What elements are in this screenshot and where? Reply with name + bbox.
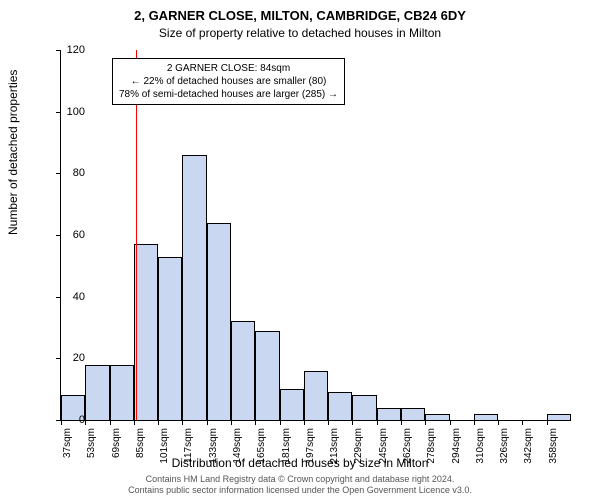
xtick-label: 358sqm [548, 428, 559, 468]
annotation-line-1: 2 GARNER CLOSE: 84sqm [119, 62, 338, 75]
xtick-mark [280, 420, 281, 425]
histogram-bar [474, 414, 498, 420]
xtick-label: 101sqm [159, 428, 170, 468]
xtick-label: 149sqm [232, 428, 243, 468]
xtick-label: 326sqm [499, 428, 510, 468]
ytick-label: 100 [45, 106, 85, 118]
xtick-label: 262sqm [402, 428, 413, 468]
histogram-bar [110, 365, 134, 421]
xtick-label: 69sqm [111, 428, 122, 468]
histogram-bar [352, 395, 376, 420]
ytick-label: 40 [45, 291, 85, 303]
xtick-mark [207, 420, 208, 425]
xtick-mark [255, 420, 256, 425]
xtick-mark [474, 420, 475, 425]
histogram-bar [401, 408, 425, 420]
xtick-mark [522, 420, 523, 425]
annotation-line-2: ← 22% of detached houses are smaller (80… [119, 75, 338, 88]
chart-subtitle: Size of property relative to detached ho… [0, 26, 600, 40]
histogram-bar [134, 244, 158, 420]
histogram-bar [85, 365, 109, 421]
histogram-bar [231, 321, 255, 420]
xtick-label: 85sqm [135, 428, 146, 468]
histogram-bar [304, 371, 328, 420]
histogram-bar [377, 408, 401, 420]
ytick-label: 0 [45, 414, 85, 426]
xtick-mark [352, 420, 353, 425]
y-axis-label: Number of detached properties [6, 70, 20, 235]
histogram-bar [425, 414, 449, 420]
histogram-bar [328, 392, 352, 420]
footer-line-2: Contains public sector information licen… [128, 485, 472, 495]
xtick-mark [450, 420, 451, 425]
xtick-label: 53sqm [86, 428, 97, 468]
xtick-label: 117sqm [183, 428, 194, 468]
ytick-label: 80 [45, 167, 85, 179]
xtick-mark [158, 420, 159, 425]
xtick-mark [85, 420, 86, 425]
xtick-label: 197sqm [305, 428, 316, 468]
xtick-mark [134, 420, 135, 425]
ytick-label: 20 [45, 352, 85, 364]
xtick-label: 213sqm [329, 428, 340, 468]
footer-attribution: Contains HM Land Registry data © Crown c… [0, 474, 600, 496]
histogram-bar [280, 389, 304, 420]
xtick-mark [547, 420, 548, 425]
footer-line-1: Contains HM Land Registry data © Crown c… [146, 474, 455, 484]
xtick-label: 165sqm [256, 428, 267, 468]
xtick-mark [377, 420, 378, 425]
xtick-label: 37sqm [62, 428, 73, 468]
xtick-label: 310sqm [475, 428, 486, 468]
xtick-label: 278sqm [426, 428, 437, 468]
xtick-mark [328, 420, 329, 425]
xtick-mark [425, 420, 426, 425]
xtick-mark [182, 420, 183, 425]
chart-title: 2, GARNER CLOSE, MILTON, CAMBRIDGE, CB24… [0, 8, 600, 23]
ytick-label: 120 [45, 44, 85, 56]
xtick-label: 342sqm [523, 428, 534, 468]
xtick-label: 181sqm [281, 428, 292, 468]
xtick-label: 294sqm [451, 428, 462, 468]
xtick-mark [304, 420, 305, 425]
xtick-mark [231, 420, 232, 425]
annotation-box: 2 GARNER CLOSE: 84sqm← 22% of detached h… [112, 58, 345, 105]
reference-line [136, 50, 137, 420]
histogram-bar [182, 155, 206, 420]
chart-container: 2, GARNER CLOSE, MILTON, CAMBRIDGE, CB24… [0, 0, 600, 500]
histogram-bar [255, 331, 279, 420]
xtick-label: 133sqm [208, 428, 219, 468]
xtick-label: 245sqm [378, 428, 389, 468]
histogram-bar [547, 414, 571, 420]
xtick-mark [498, 420, 499, 425]
xtick-mark [401, 420, 402, 425]
annotation-line-3: 78% of semi-detached houses are larger (… [119, 88, 338, 101]
histogram-bar [158, 257, 182, 420]
xtick-mark [110, 420, 111, 425]
ytick-label: 60 [45, 229, 85, 241]
plot-area: 2 GARNER CLOSE: 84sqm← 22% of detached h… [60, 50, 571, 421]
histogram-bar [207, 223, 231, 420]
xtick-label: 229sqm [353, 428, 364, 468]
